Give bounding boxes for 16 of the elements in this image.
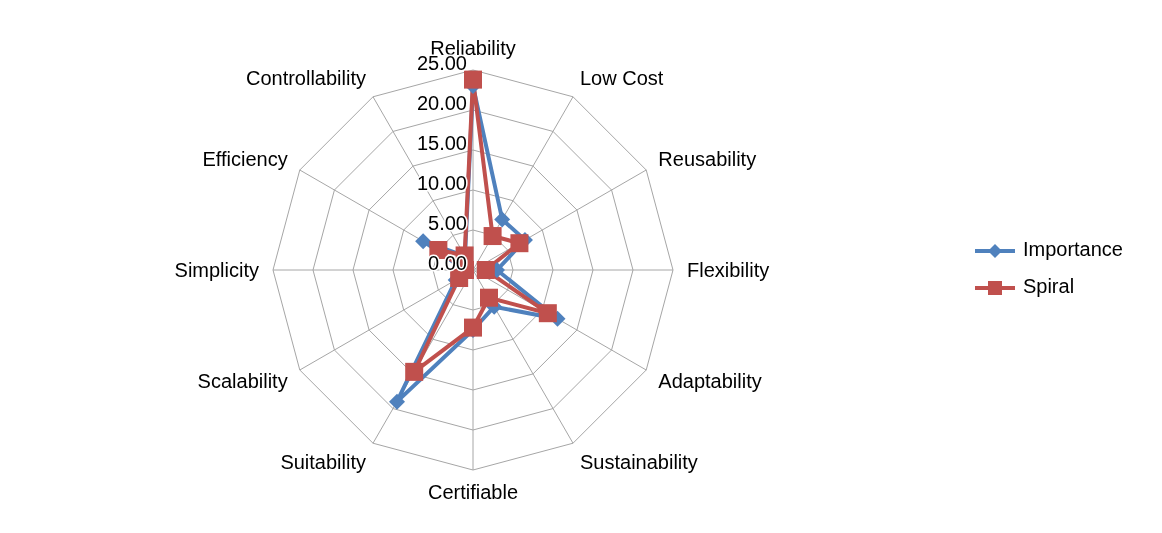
spoke-label: Reusability	[658, 148, 757, 170]
y-tick-label: 20.00	[416, 92, 467, 114]
spoke-label: Efficiency	[202, 148, 288, 170]
spoke-label: Certifiable	[427, 481, 519, 503]
spoke-label: Sustainability	[580, 451, 698, 474]
legend-label: Importance	[1022, 238, 1123, 260]
spoke-label: Simplicity	[174, 259, 259, 281]
spoke-label: Low Cost	[580, 66, 664, 89]
spoke-label: Adaptability	[658, 370, 762, 392]
y-tick-label: 15.00	[416, 132, 467, 154]
y-tick-label: 10.00	[416, 172, 467, 194]
spoke-label: Controllability	[245, 66, 366, 89]
spoke-label: Suitability	[280, 451, 366, 474]
spoke-label: Scalability	[197, 370, 288, 392]
legend-label: Spiral	[1022, 275, 1075, 297]
spoke-label: Flexibility	[687, 259, 770, 281]
